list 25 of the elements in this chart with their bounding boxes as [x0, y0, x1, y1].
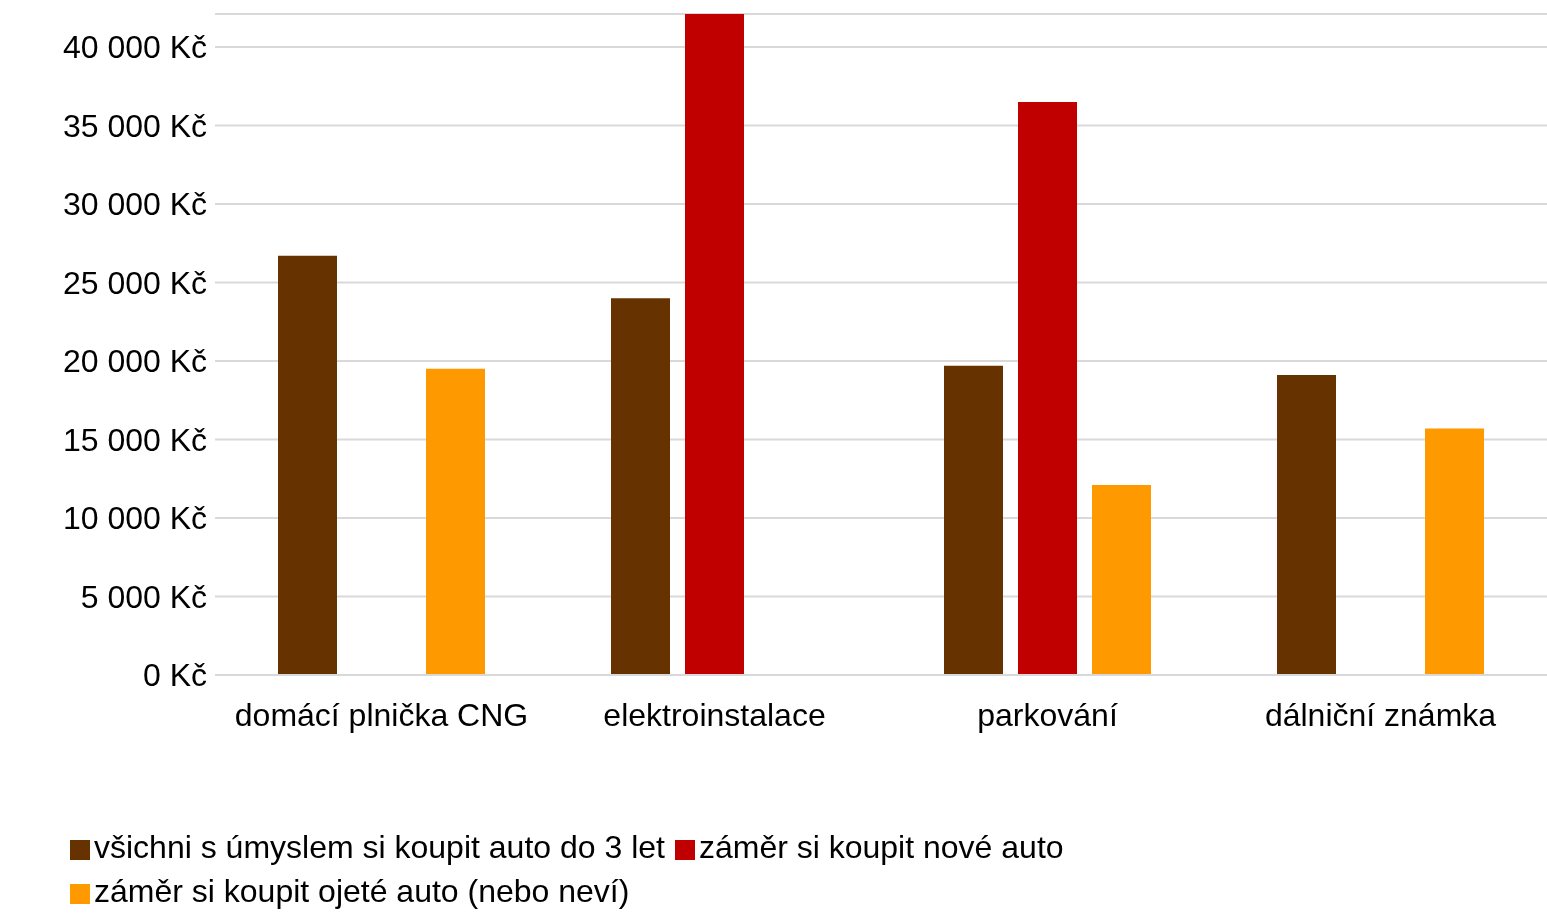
- y-tick-label: 20 000 Kč: [62, 343, 207, 380]
- bar: [278, 255, 337, 675]
- y-tick-label: 25 000 Kč: [62, 264, 207, 301]
- y-tick-label: 0 Kč: [142, 657, 207, 694]
- y-tick-label: 10 000 Kč: [62, 500, 207, 537]
- y-tick-label: 40 000 Kč: [62, 29, 207, 66]
- bar: [1425, 428, 1484, 675]
- bar: [1092, 485, 1151, 675]
- bar: [685, 14, 744, 675]
- legend-label: záměr si koupit nové auto: [698, 829, 1064, 865]
- legend-label: záměr si koupit ojeté auto (nebo neví): [94, 873, 630, 909]
- legend-label: všichni s úmyslem si koupit auto do 3 let: [94, 829, 665, 865]
- x-tick-label: dálniční známka: [1264, 696, 1497, 733]
- bar: [944, 365, 1003, 675]
- x-tick-label: parkování: [977, 696, 1118, 733]
- bar: [1018, 101, 1077, 675]
- bar: [426, 368, 485, 675]
- y-tick-label: 5 000 Kč: [80, 578, 207, 615]
- y-tick-label: 15 000 Kč: [62, 421, 207, 458]
- y-tick-label: 35 000 Kč: [62, 107, 207, 144]
- bar: [1277, 375, 1336, 675]
- y-tick-label: 30 000 Kč: [62, 186, 207, 223]
- x-tick-label: elektroinstalace: [603, 696, 826, 733]
- x-tick-label: domácí plnička CNG: [234, 696, 529, 733]
- bar: [611, 298, 670, 675]
